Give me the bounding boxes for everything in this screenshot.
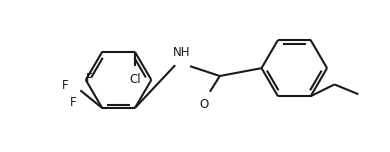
Text: F: F: [70, 96, 76, 109]
Text: F: F: [62, 79, 68, 92]
Text: NH: NH: [173, 46, 191, 59]
Text: Cl: Cl: [129, 73, 141, 86]
Text: F: F: [86, 72, 93, 85]
Text: O: O: [199, 98, 209, 111]
